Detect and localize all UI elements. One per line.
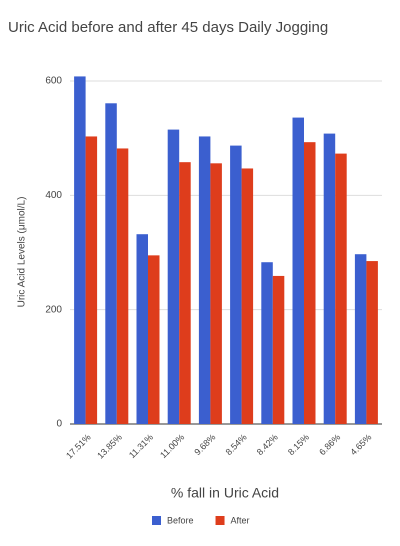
bar	[210, 163, 222, 424]
bar	[354, 254, 367, 424]
bar	[198, 136, 211, 424]
bar	[136, 234, 148, 424]
legend-label: Before	[167, 515, 194, 525]
bar	[272, 275, 285, 424]
x-tick-label: 8.15%	[286, 432, 311, 457]
y-tick-label: 0	[56, 419, 62, 430]
bar	[85, 136, 98, 424]
bar	[105, 103, 117, 425]
bar	[148, 255, 160, 424]
bar	[323, 133, 336, 425]
y-tick-label: 400	[45, 190, 62, 201]
x-tick-label: 8.42%	[255, 432, 280, 457]
bar	[74, 76, 86, 424]
legend-swatch	[215, 516, 225, 525]
bar	[230, 145, 242, 424]
bar	[292, 117, 304, 424]
x-axis-label: % fall in Uric Acid	[171, 485, 279, 501]
y-axis-label: Uric Acid Levels (μmol/L)	[17, 197, 28, 308]
x-tick-label: 11.31%	[127, 432, 155, 460]
x-tick-label: 11.00%	[158, 432, 186, 460]
x-tick-label: 17.51%	[64, 432, 93, 461]
legend-label: After	[231, 515, 250, 525]
x-tick-label: 13.85%	[95, 432, 124, 461]
bar	[335, 153, 347, 424]
bar	[261, 262, 273, 424]
bar	[116, 148, 129, 424]
bar	[366, 261, 378, 424]
legend-swatch	[152, 516, 161, 525]
y-tick-label: 600	[45, 76, 62, 87]
x-tick-label: 4.65%	[348, 432, 373, 457]
x-tick-label: 6.86%	[317, 432, 342, 457]
y-tick-label: 200	[45, 304, 62, 315]
x-tick-label: 9.68%	[192, 432, 217, 457]
x-tick-label: 8.54%	[224, 432, 249, 457]
bar	[179, 162, 191, 424]
bar	[304, 142, 316, 424]
bar	[167, 129, 180, 424]
chart-title: Uric Acid before and after 45 days Daily…	[8, 19, 328, 36]
bar	[241, 168, 254, 424]
